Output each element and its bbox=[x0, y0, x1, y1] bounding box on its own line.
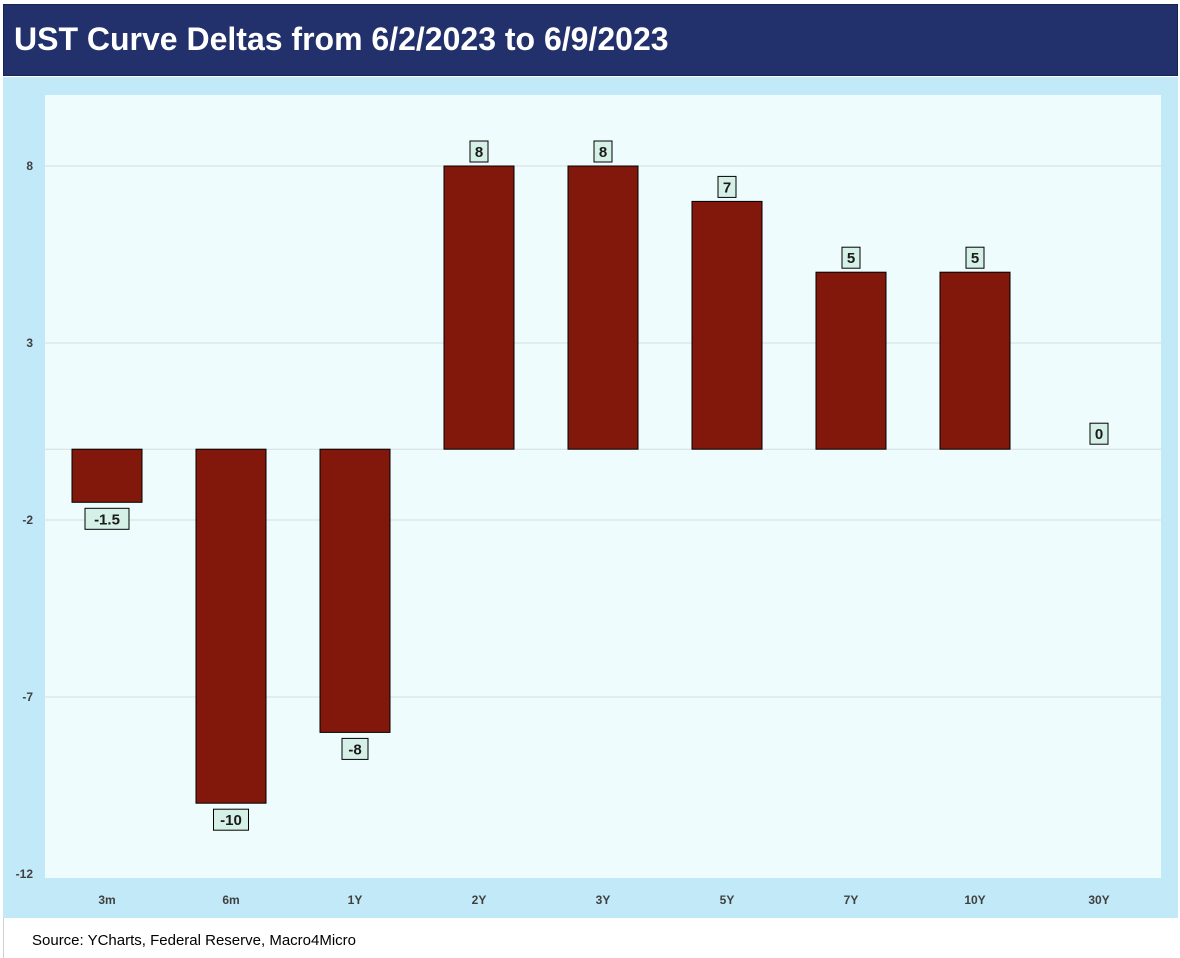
data-label-text: 8 bbox=[599, 144, 607, 161]
x-tick-label: 3m bbox=[98, 893, 115, 907]
top-edge bbox=[0, 0, 1180, 4]
data-label-text: -10 bbox=[220, 812, 242, 829]
chart-area: 8 3 -2 -7 -12 3m 6m 1Y 2Y 3Y 5Y 7Y 10Y 30Y -1.5 -10 -8… bbox=[3, 77, 1178, 918]
data-label-box bbox=[841, 246, 861, 269]
bar-5Y bbox=[691, 200, 763, 450]
data-label-box bbox=[593, 140, 613, 163]
data-label-text: 5 bbox=[847, 250, 855, 267]
data-label-6m: -10 bbox=[213, 808, 249, 831]
source-note: Source: YCharts, Federal Reserve, Macro4… bbox=[32, 932, 357, 949]
bar-chart: 8 3 -2 -7 -12 3m 6m 1Y 2Y 3Y 5Y 7Y 10Y 30Y -1.5 -10 -8… bbox=[16, 95, 1161, 907]
y-tick-label: -12 bbox=[16, 867, 34, 881]
y-tick-label: 8 bbox=[26, 159, 33, 173]
data-label-box bbox=[1089, 422, 1109, 445]
data-label-text: -1.5 bbox=[94, 511, 120, 528]
bar-3Y bbox=[567, 165, 639, 450]
title-bar: UST Curve Deltas from 6/2/2023 to 6/9/20… bbox=[3, 4, 1178, 76]
data-label-3Y: 8 bbox=[593, 140, 613, 163]
data-label-2Y: 8 bbox=[469, 140, 489, 163]
x-tick-label: 7Y bbox=[844, 893, 859, 907]
x-tick-label: 10Y bbox=[964, 893, 985, 907]
y-tick-label: 3 bbox=[26, 336, 33, 350]
footer: Source: YCharts, Federal Reserve, Macro4… bbox=[3, 918, 1179, 958]
data-label-text: 7 bbox=[723, 179, 731, 196]
bar-2Y bbox=[443, 165, 515, 450]
data-label-5Y: 7 bbox=[717, 175, 737, 198]
y-tick-label: -2 bbox=[22, 513, 33, 527]
data-label-10Y: 5 bbox=[965, 246, 985, 269]
x-tick-label: 30Y bbox=[1088, 893, 1109, 907]
data-label-3m: -1.5 bbox=[84, 507, 130, 530]
bar-1Y bbox=[319, 448, 391, 733]
bars bbox=[71, 165, 1011, 804]
data-label-30Y: 0 bbox=[1089, 422, 1109, 445]
data-label-text: 5 bbox=[971, 250, 979, 267]
y-axis-ticks: 8 3 -2 -7 -12 bbox=[16, 159, 34, 881]
bar-10Y bbox=[939, 271, 1011, 450]
data-label-box bbox=[469, 140, 489, 163]
data-label-box bbox=[84, 507, 130, 530]
x-tick-label: 3Y bbox=[596, 893, 611, 907]
x-tick-label: 2Y bbox=[472, 893, 487, 907]
data-label-box bbox=[213, 808, 249, 831]
bar-3m bbox=[71, 448, 143, 503]
bar-6m bbox=[195, 448, 267, 804]
data-label-box bbox=[341, 737, 369, 760]
chart-title: UST Curve Deltas from 6/2/2023 to 6/9/20… bbox=[14, 21, 669, 57]
data-label-text: 8 bbox=[475, 144, 483, 161]
data-label-text: -8 bbox=[348, 741, 361, 758]
data-label-box bbox=[717, 175, 737, 198]
data-label-box bbox=[965, 246, 985, 269]
data-labels: -1.5 -10 -8 8 8 7 5 5 0 bbox=[84, 140, 1109, 831]
x-tick-label: 6m bbox=[222, 893, 239, 907]
data-label-1Y: -8 bbox=[341, 737, 369, 760]
data-label-7Y: 5 bbox=[841, 246, 861, 269]
data-label-text: 0 bbox=[1095, 426, 1103, 443]
bar-7Y bbox=[815, 271, 887, 450]
y-tick-label: -7 bbox=[22, 690, 33, 704]
x-tick-label: 1Y bbox=[348, 893, 363, 907]
x-axis-ticks: 3m 6m 1Y 2Y 3Y 5Y 7Y 10Y 30Y bbox=[98, 893, 1109, 907]
x-tick-label: 5Y bbox=[720, 893, 735, 907]
